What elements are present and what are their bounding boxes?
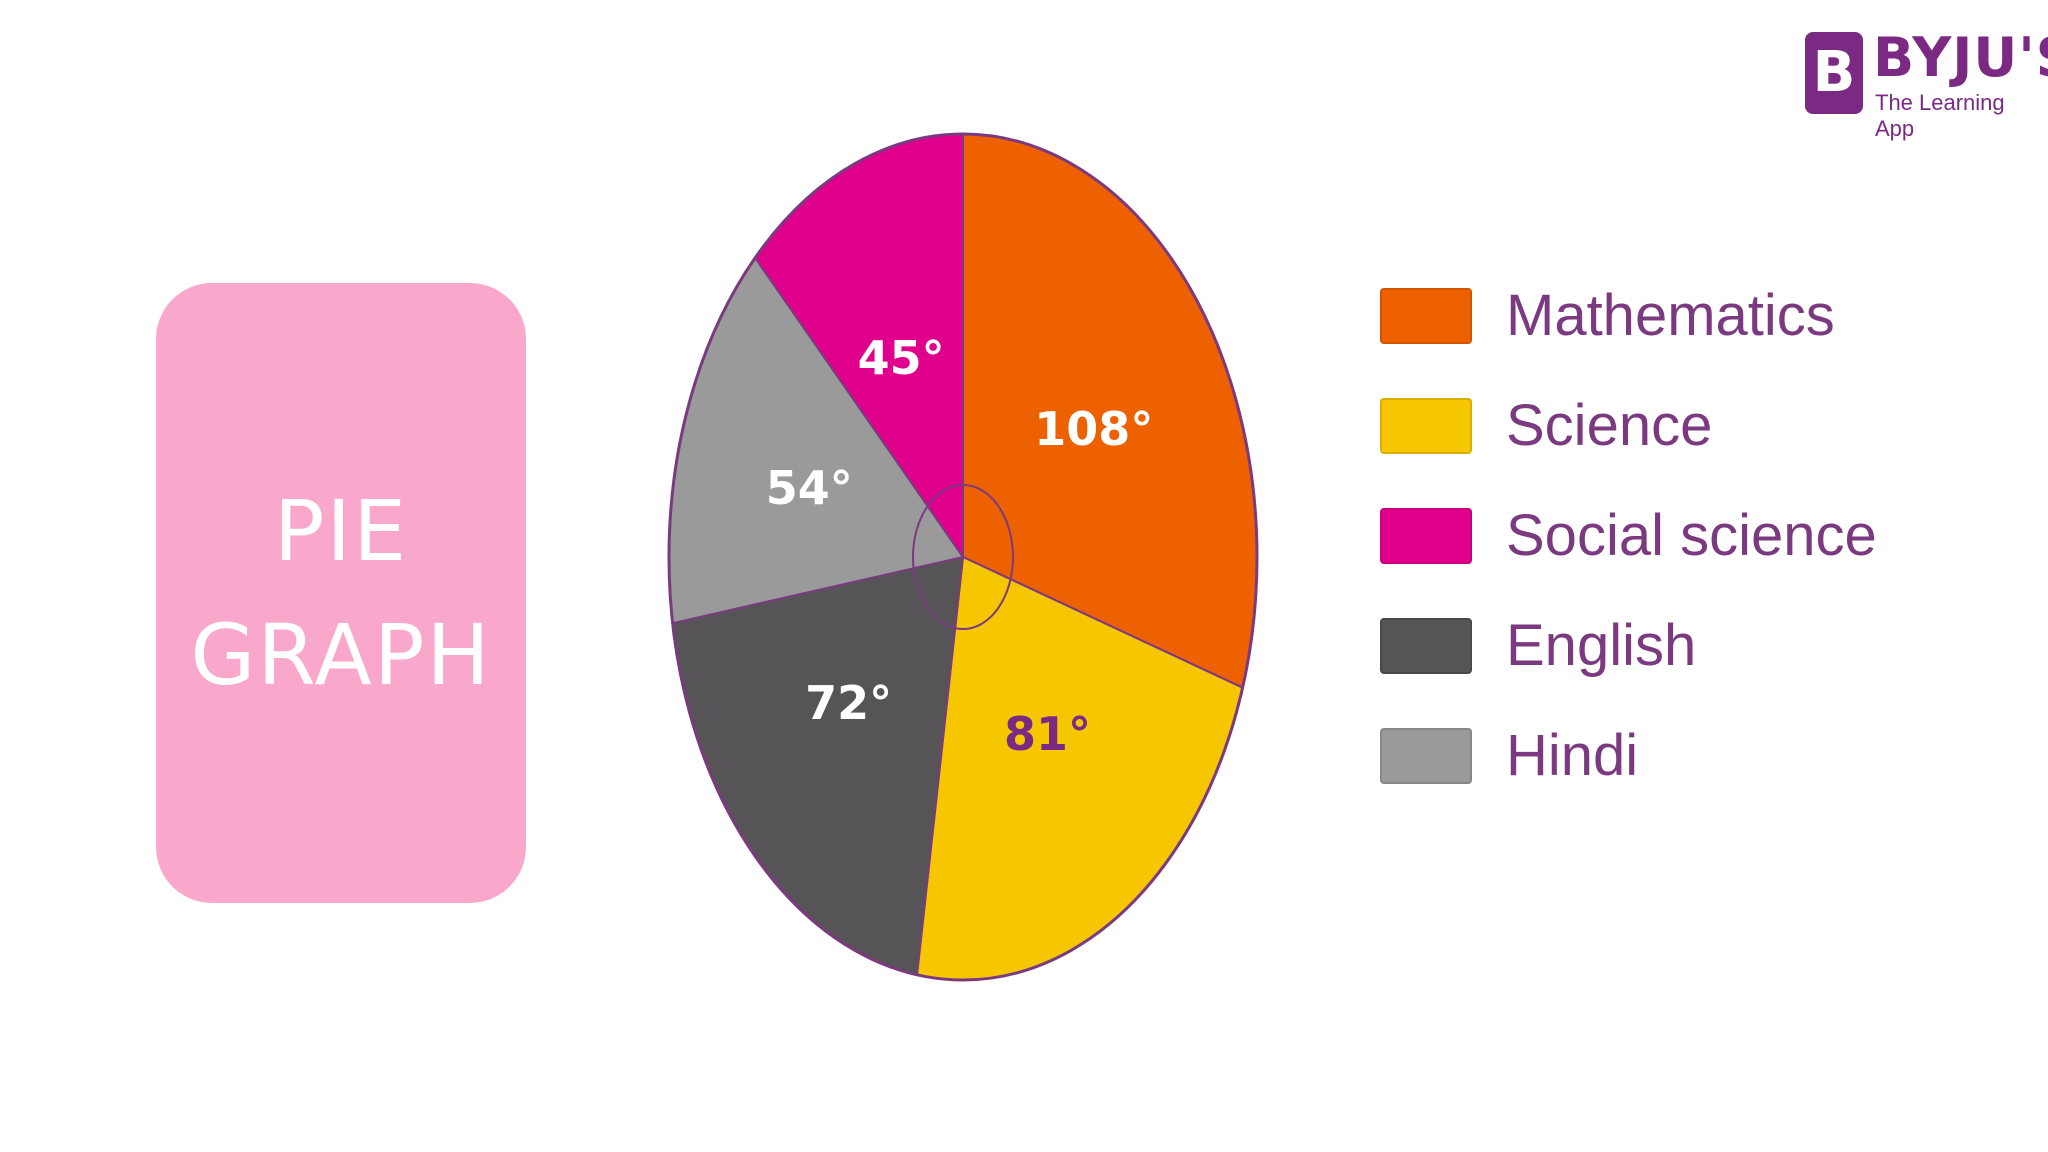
legend-label: Hindi — [1506, 723, 1639, 788]
legend-swatch — [1380, 398, 1472, 454]
legend-label: Social science — [1506, 503, 1877, 568]
pie-outline — [667, 132, 1259, 982]
pie-center-angle-marker — [912, 484, 1014, 630]
byjus-logo: B BYJU'S The Learning App — [1803, 28, 2048, 141]
logo-mark-letter: B — [1812, 40, 1856, 105]
pie-label-english: 72° — [805, 676, 892, 730]
legend-swatch — [1380, 728, 1472, 784]
logo-brand: BYJU'S — [1873, 26, 2048, 89]
legend-label: Science — [1506, 393, 1713, 458]
logo-tagline: The Learning App — [1875, 90, 2005, 141]
pie-label-mathematics: 108° — [1034, 402, 1153, 456]
logo-mark-icon: B — [1805, 32, 1863, 114]
title-card: PIE GRAPH — [156, 283, 526, 903]
pie-slice-english — [671, 555, 965, 977]
pie-label-hindi: 54° — [766, 461, 853, 515]
legend-label: Mathematics — [1506, 283, 1835, 348]
legend-swatch — [1380, 618, 1472, 674]
pie-label-science: 81° — [1004, 707, 1091, 761]
pie-label-social-science: 45° — [858, 331, 945, 385]
legend-swatch — [1380, 288, 1472, 344]
title-line-2: GRAPH — [190, 606, 492, 704]
legend-swatch — [1380, 508, 1472, 564]
title-line-1: PIE — [273, 482, 409, 580]
legend-label: English — [1506, 613, 1697, 678]
